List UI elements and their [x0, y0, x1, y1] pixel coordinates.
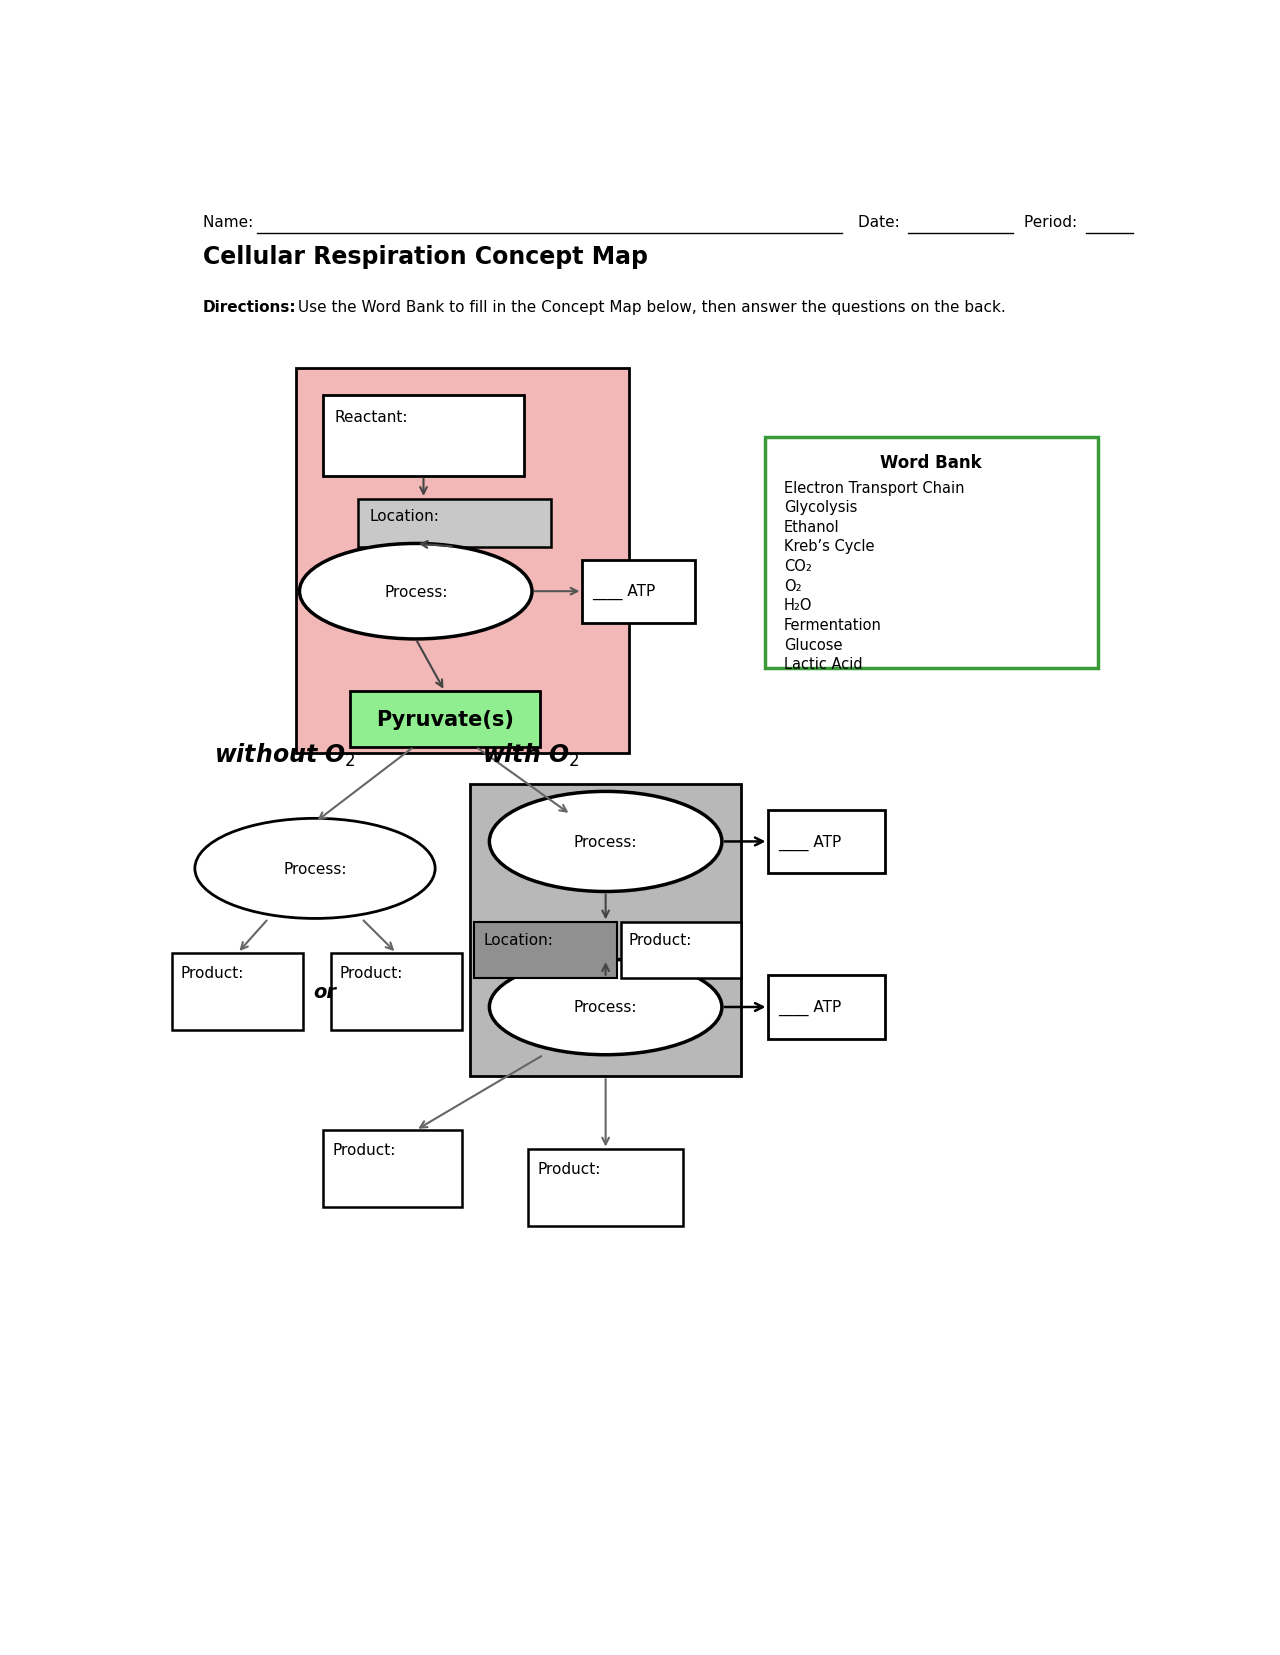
Text: with O$_2$: with O$_2$ [481, 741, 579, 770]
Ellipse shape [489, 791, 722, 892]
Text: Location:: Location: [483, 932, 553, 947]
Text: O₂: O₂ [783, 578, 801, 594]
Text: Glucose: Glucose [783, 637, 842, 652]
Text: Lactic Acid: Lactic Acid [783, 657, 863, 672]
Text: Kreb’s Cycle: Kreb’s Cycle [783, 540, 874, 554]
Text: Fermentation: Fermentation [783, 617, 882, 632]
Text: Product:: Product: [538, 1162, 600, 1177]
Bar [357, 500, 552, 548]
Text: or: or [312, 983, 335, 1001]
Text: Product:: Product: [339, 965, 403, 980]
Text: Electron Transport Chain: Electron Transport Chain [783, 480, 964, 495]
Bar [323, 396, 525, 477]
Text: Product:: Product: [628, 932, 692, 947]
Bar [172, 953, 303, 1031]
Text: Process:: Process: [283, 861, 347, 877]
Ellipse shape [195, 819, 435, 919]
Text: CO₂: CO₂ [783, 559, 812, 574]
Bar [529, 1150, 684, 1226]
Text: Process:: Process: [384, 584, 448, 599]
Bar [621, 923, 741, 978]
Text: Name:: Name: [202, 215, 257, 230]
Bar [764, 439, 1098, 669]
Ellipse shape [489, 960, 722, 1056]
Bar [296, 369, 628, 753]
Ellipse shape [300, 544, 532, 639]
Text: Cellular Respiration Concept Map: Cellular Respiration Concept Map [202, 245, 648, 268]
Bar [474, 923, 617, 978]
Text: Product:: Product: [332, 1142, 396, 1157]
Text: without O$_2$: without O$_2$ [214, 741, 356, 770]
Text: Use the Word Bank to fill in the Concept Map below, then answer the questions on: Use the Word Bank to fill in the Concept… [293, 300, 1006, 314]
Text: Reactant:: Reactant: [334, 409, 408, 424]
Text: Process:: Process: [573, 1000, 637, 1015]
Bar [768, 811, 884, 874]
Text: Ethanol: Ethanol [783, 520, 840, 535]
Bar [349, 692, 540, 748]
Text: Date:: Date: [858, 215, 904, 230]
Bar [470, 784, 741, 1077]
Text: ____ ATP: ____ ATP [591, 584, 655, 599]
Bar [582, 561, 695, 624]
Text: Glycolysis: Glycolysis [783, 500, 858, 515]
Text: Process:: Process: [573, 834, 637, 849]
Text: ____ ATP: ____ ATP [778, 834, 841, 851]
Text: ____ ATP: ____ ATP [778, 1000, 841, 1016]
Text: Pyruvate(s): Pyruvate(s) [376, 710, 513, 730]
Text: Word Bank: Word Bank [881, 453, 982, 472]
Text: Product:: Product: [180, 965, 244, 980]
Text: Location:: Location: [369, 508, 439, 523]
Bar [768, 976, 884, 1039]
Bar [330, 953, 462, 1031]
Bar [323, 1130, 462, 1208]
Text: H₂O: H₂O [783, 597, 813, 612]
Text: Directions:: Directions: [202, 300, 296, 314]
Text: Period:: Period: [1024, 215, 1082, 230]
